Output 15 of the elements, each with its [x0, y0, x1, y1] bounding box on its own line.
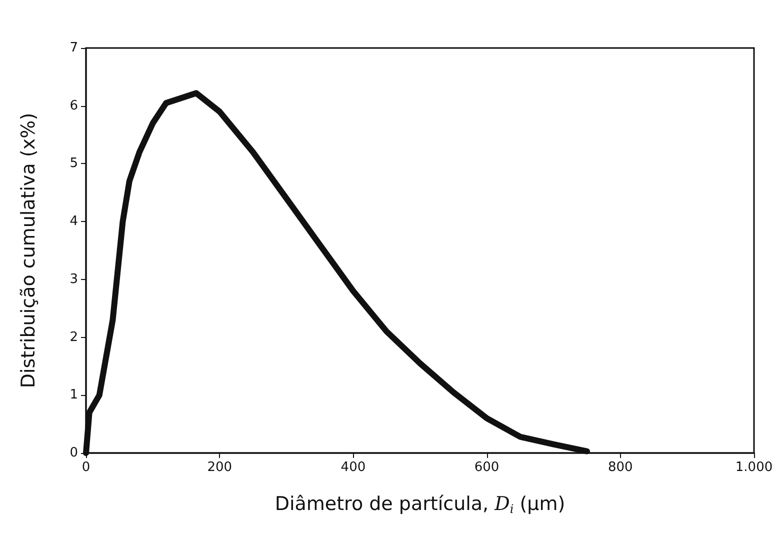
- x-tick-label: 200: [207, 460, 232, 475]
- y-tick-label: 5: [70, 156, 78, 172]
- y-tick-label: 3: [70, 272, 78, 287]
- y-tick-label: 2: [70, 330, 78, 345]
- x-tick-label: 600: [474, 460, 500, 475]
- x-tick-label: 800: [608, 460, 633, 475]
- x-tick-label: 1.000: [735, 460, 773, 475]
- y-tick-label: 6: [70, 98, 78, 114]
- y-tick-label: 7: [70, 40, 78, 56]
- y-tick-label: 0: [70, 446, 78, 460]
- x-tick-label: 0: [82, 460, 90, 475]
- y-tick-label: 4: [70, 214, 78, 230]
- y-tick-label: 1: [70, 388, 78, 403]
- x-tick-label: 400: [340, 460, 366, 475]
- y-axis-title: Distribuição cumulativa (x%): [18, 112, 40, 388]
